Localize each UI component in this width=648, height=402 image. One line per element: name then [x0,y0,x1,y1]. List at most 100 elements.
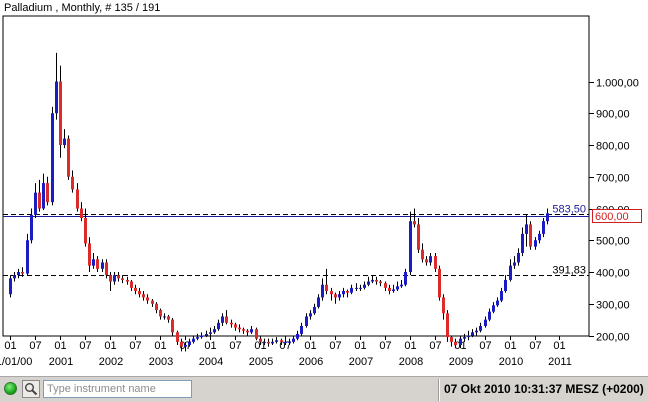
candle [317,294,320,309]
candle-body [379,281,382,284]
candle-body [309,313,312,317]
candle [242,327,245,334]
candle-body [388,287,391,292]
x-tick-label: 07 [29,340,41,352]
candle [388,284,391,295]
candle-body [396,286,399,290]
candle-body [409,221,412,272]
candle [9,275,12,298]
candle [371,275,374,284]
candle-body [26,240,29,274]
candle [109,272,112,292]
candle [296,330,299,341]
candle [534,237,537,250]
candle-body [429,256,432,263]
candle [471,329,474,338]
candle-body [500,291,503,301]
candle-body [163,316,166,318]
candle-body [238,327,241,330]
candle-body [246,330,249,333]
candle [450,335,453,347]
candle [488,308,491,322]
candle-body [234,324,237,328]
candle-body [384,283,387,288]
candle-body [109,275,112,282]
candle [355,283,358,292]
candle-body [42,183,45,209]
magnifier-icon[interactable] [22,380,40,398]
instrument-search-input[interactable] [43,380,192,398]
candle-body [305,316,308,326]
candle-body [521,233,524,253]
candle-body [359,287,362,289]
x-tick-label: 07 [279,340,291,352]
x-tick-label: 07 [329,340,341,352]
candle [521,227,524,257]
candle-body [71,176,74,190]
candle [217,319,220,331]
candle-body [59,81,62,145]
candle-body [242,329,245,331]
candle [42,173,45,211]
candle-body [105,262,108,276]
candle-body [317,297,320,307]
candle-body [171,319,174,333]
candle-body [404,272,407,285]
candle-body [271,341,274,344]
candle-body [467,335,470,338]
candle [442,294,445,320]
candle-body [325,284,328,292]
candle [280,338,283,346]
x-year-label: 2007 [349,356,373,368]
candle-body [350,287,353,293]
candle-body [334,294,337,298]
x-tick-label: 01 [304,340,316,352]
candle [542,218,545,238]
price-chart[interactable]: Palladium , Monthly, # 135 / 191 1.000,00… [0,0,648,376]
candle [117,272,120,282]
candle-body [363,284,366,288]
candle-body [296,333,299,339]
candle-body [421,249,424,260]
candle-body [151,300,154,304]
candle [30,208,33,244]
candle [429,252,432,266]
candle [325,268,328,295]
y-tick-label: 800,00 [596,141,630,153]
candle [438,265,441,301]
candle [417,218,420,253]
candle [176,330,179,346]
x-tick-label: 07 [529,340,541,352]
candle [475,327,478,336]
x-year-label: 2008 [399,356,423,368]
candle-body [113,275,116,282]
candle [96,256,99,272]
candle [517,248,520,266]
green-circle-icon[interactable] [4,382,17,395]
candle-body [196,337,199,339]
candle-body [417,224,420,250]
candle-body [142,294,145,298]
candle-body [221,316,224,323]
candle-body [167,316,170,320]
candle-body [525,224,528,234]
candle-body [375,279,378,282]
x-tick-label: 07 [229,340,241,352]
candle [500,287,503,303]
reference-line-label: 391,83 [552,265,586,277]
candle-body [492,305,495,312]
candle-body [176,332,179,342]
candle-body [34,192,37,215]
x-year-label: 2003 [149,356,173,368]
candle [80,202,83,222]
chart-background [0,0,648,376]
candle [71,170,74,193]
candle [275,337,278,344]
y-tick-label: 900,00 [596,109,630,121]
candle [192,335,195,344]
candle-body [17,272,20,276]
candle [76,183,79,212]
candle [138,287,141,298]
candle [367,276,370,287]
candle [421,243,424,263]
